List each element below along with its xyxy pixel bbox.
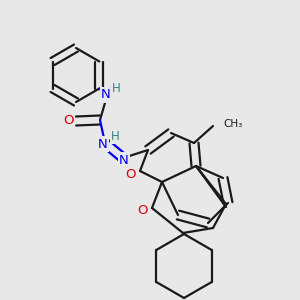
Text: O: O <box>138 205 148 218</box>
Text: H: H <box>112 82 120 95</box>
Text: N: N <box>98 137 108 151</box>
Text: N: N <box>101 88 111 101</box>
Text: N: N <box>119 154 129 166</box>
Text: H: H <box>111 130 119 143</box>
Text: CH₃: CH₃ <box>223 119 242 129</box>
Text: O: O <box>64 115 74 128</box>
Text: O: O <box>126 167 136 181</box>
